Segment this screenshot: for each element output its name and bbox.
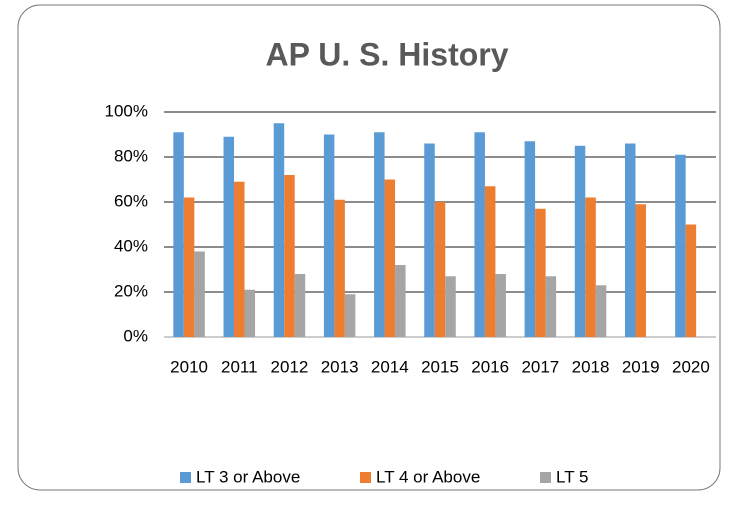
bar [495,274,506,337]
legend-label: LT 5 [556,467,588,486]
y-tick-label: 0% [123,326,148,345]
bar [545,276,557,337]
x-tick-label: 2014 [371,357,409,376]
bar [635,204,646,337]
x-tick-label: 2013 [321,357,359,376]
bar [434,202,446,337]
x-tick-label: 2019 [622,357,660,376]
x-tick-label: 2015 [421,357,459,376]
bar [484,186,496,337]
y-tick-label: 40% [114,236,148,255]
bar [344,294,356,337]
bar [244,289,256,337]
bar [424,143,435,337]
x-tick-label: 2018 [572,357,610,376]
bar [524,141,536,337]
x-tick-label: 2020 [672,357,710,376]
bar [474,132,485,337]
bar [395,265,406,337]
x-tick-label: 2010 [170,357,208,376]
x-tick-label: 2012 [271,357,309,376]
bar [284,175,295,337]
legend-label: LT 3 or Above [196,467,300,486]
y-tick-label: 100% [105,101,148,120]
bar [535,208,546,337]
bar [675,154,686,337]
bar [624,143,636,337]
x-tick-label: 2011 [221,357,258,376]
bar [374,132,385,337]
y-tick-label: 80% [114,146,148,165]
legend-swatch [360,472,371,483]
y-tick-label: 20% [114,281,148,300]
y-tick-label: 60% [114,191,148,210]
x-tick-label: 2017 [521,357,559,376]
legend-swatch [540,472,551,483]
bar [183,197,195,337]
bar [194,251,205,337]
bar [223,136,235,337]
bar [234,181,245,337]
bar [173,132,184,337]
legend-label: LT 4 or Above [376,467,480,486]
x-tick-label: 2016 [471,357,509,376]
bar [273,123,285,337]
bar [585,197,596,337]
bar [685,224,697,337]
bar [574,145,586,337]
bar [595,285,607,337]
bar [323,134,335,337]
chart-title: AP U. S. History [265,36,508,72]
bar [334,199,345,337]
bar [445,276,456,337]
bar [294,274,306,337]
legend-swatch [180,472,191,483]
bar [384,179,396,337]
